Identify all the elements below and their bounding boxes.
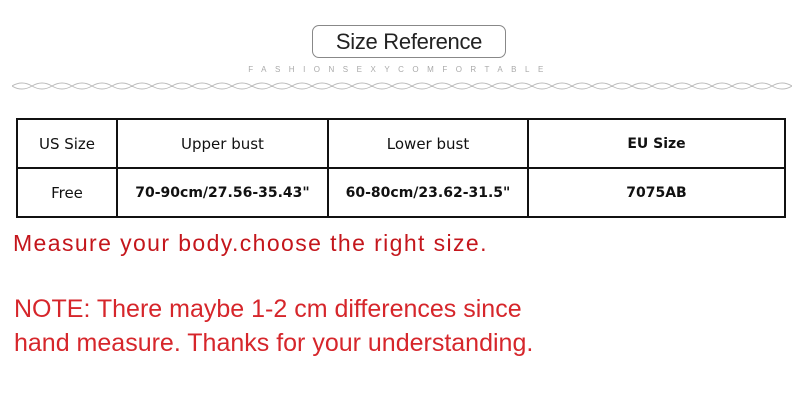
header-us-size: US Size: [16, 118, 118, 169]
note-text: NOTE: There maybe 1-2 cm differences sin…: [14, 292, 533, 360]
cell-eu-size: 7075AB: [527, 167, 786, 218]
table-row: Free 70-90cm/27.56-35.43" 60-80cm/23.62-…: [16, 167, 786, 218]
decorative-chain-divider: [12, 82, 792, 90]
header-eu-size: EU Size: [527, 118, 786, 169]
header-upper-bust: Upper bust: [116, 118, 329, 169]
note-line-2: hand measure. Thanks for your understand…: [14, 329, 534, 357]
cell-us-size: Free: [16, 167, 118, 218]
size-table: US Size Upper bust Lower bust EU Size Fr…: [16, 118, 786, 218]
size-reference-title: Size Reference: [312, 25, 506, 58]
cell-upper-bust: 70-90cm/27.56-35.43": [116, 167, 329, 218]
header-lower-bust: Lower bust: [327, 118, 529, 169]
cell-lower-bust: 60-80cm/23.62-31.5": [327, 167, 529, 218]
tagline: FASHIONSEXYCOMFORTABLE: [248, 65, 552, 74]
measure-instruction: Measure your body.choose the right size.: [13, 230, 488, 256]
table-header-row: US Size Upper bust Lower bust EU Size: [16, 118, 786, 169]
note-line-1: NOTE: There maybe 1-2 cm differences sin…: [14, 295, 522, 323]
